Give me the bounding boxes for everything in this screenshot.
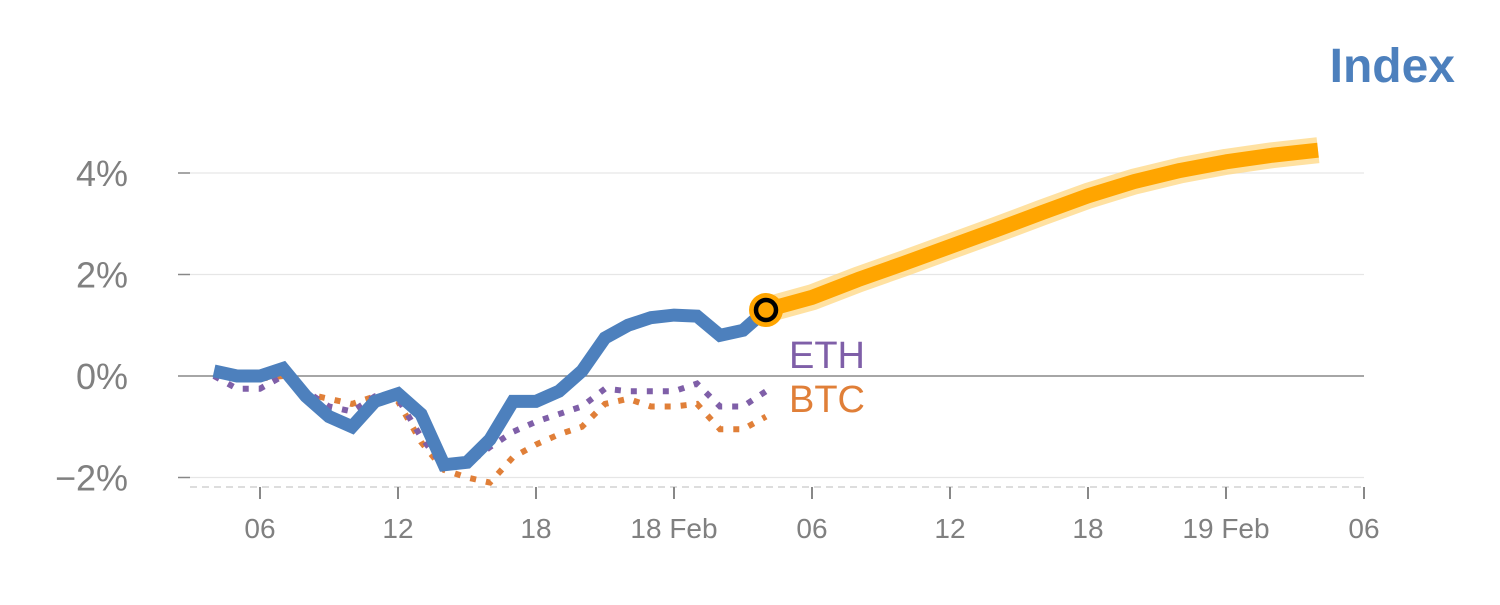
forecast-line bbox=[764, 142, 1319, 318]
x-tick-label: 18 Feb bbox=[630, 513, 717, 544]
series-lines bbox=[212, 137, 1320, 486]
axes: 4% 2% 0% −2% 06 12 18 18 Feb 06 12 18 19 Feb 06 bbox=[55, 153, 1380, 544]
x-tick-label: 06 bbox=[1348, 513, 1379, 544]
x-tick-label: 18 bbox=[1072, 513, 1103, 544]
x-tick-label: 19 Feb bbox=[1182, 513, 1269, 544]
x-tick-label: 18 bbox=[520, 513, 551, 544]
series-index bbox=[212, 305, 771, 472]
y-tick-label: −2% bbox=[55, 458, 128, 499]
legend-btc: BTC bbox=[789, 379, 865, 421]
x-tick-label: 12 bbox=[382, 513, 413, 544]
x-tick-label: 06 bbox=[244, 513, 275, 544]
x-tick-label: 12 bbox=[934, 513, 965, 544]
y-tick-label: 4% bbox=[76, 153, 128, 194]
y-tick-label: 2% bbox=[76, 255, 128, 296]
grid bbox=[190, 172, 1364, 479]
current-marker bbox=[753, 297, 779, 323]
chart-title: Index bbox=[1330, 40, 1456, 93]
x-tick-label: 06 bbox=[796, 513, 827, 544]
y-tick-label: 0% bbox=[76, 356, 128, 397]
legend-eth: ETH bbox=[789, 335, 865, 377]
